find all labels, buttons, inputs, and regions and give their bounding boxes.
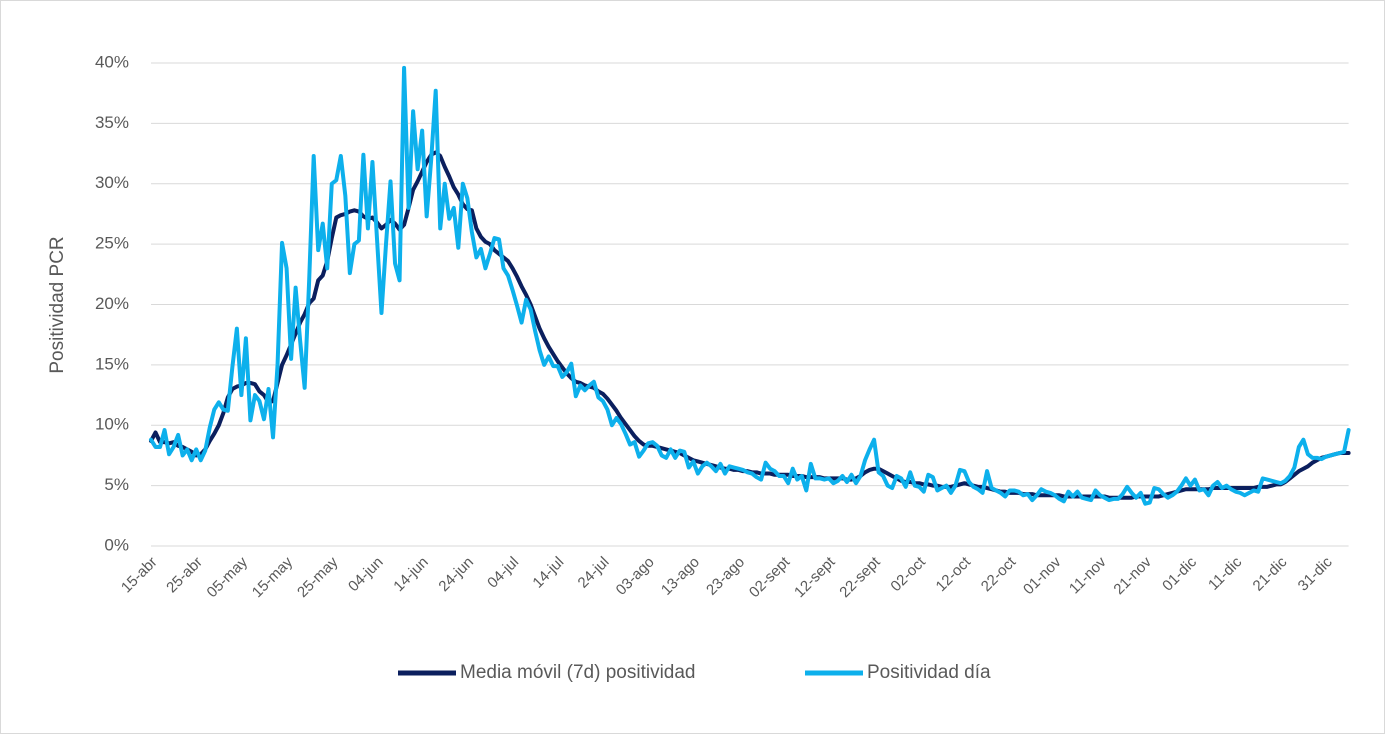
y-axis-label: Positividad PCR [47,236,68,373]
y-tick-label: 20% [95,294,129,313]
y-tick-label: 30% [95,173,129,192]
y-tick-label: 10% [95,415,129,434]
y-tick-label: 0% [104,535,129,554]
y-tick-label: 40% [95,52,129,71]
y-tick-label: 5% [104,475,129,494]
y-tick-label: 35% [95,113,129,132]
legend-label: Media móvil (7d) positividad [460,662,696,683]
legend-label: Positividad día [867,662,991,683]
y-tick-label: 15% [95,354,129,373]
y-tick-label: 25% [95,234,129,253]
series-line [149,65,1351,506]
